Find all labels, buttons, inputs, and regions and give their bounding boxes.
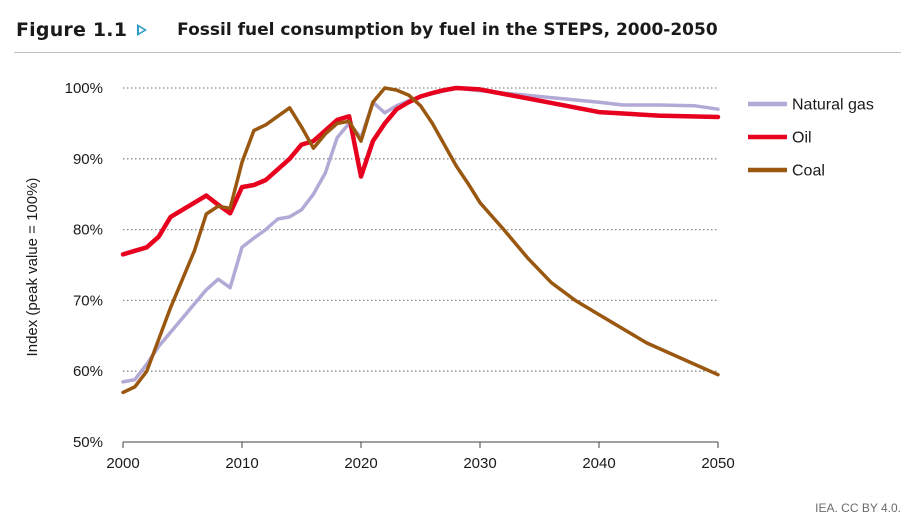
y-tick-label: 90% [73, 151, 103, 168]
legend-label: Oil [792, 130, 812, 147]
series-line-coal [121, 86, 720, 395]
play-arrow-icon [137, 24, 148, 36]
y-tick-label: 50% [73, 434, 103, 451]
series-line-natural-gas [121, 86, 720, 384]
y-axis-label: Index (peak value = 100%) [24, 178, 41, 357]
y-tick-label: 100% [65, 80, 103, 97]
legend-label: Coal [792, 163, 825, 180]
credit-note: IEA. CC BY 4.0. [815, 501, 901, 515]
y-tick-label: 80% [73, 222, 103, 239]
series-line-oil [120, 85, 721, 257]
figure-number: Figure 1.1 [16, 19, 128, 41]
y-axis-ticks: 50% 60% 70% 80% 90% 100% [65, 80, 103, 451]
figure-title: Fossil fuel consumption by fuel in the S… [177, 20, 718, 40]
x-tick-label: 2050 [701, 455, 734, 472]
x-tick-label: 2000 [106, 455, 139, 472]
grid-lines [123, 87, 718, 372]
x-tick-label: 2010 [225, 455, 258, 472]
figure-header: Figure 1.1 Fossil fuel consumption by fu… [16, 10, 718, 50]
x-tick-label: 2020 [344, 455, 377, 472]
header-divider [14, 52, 901, 53]
series-lines [120, 85, 721, 395]
y-tick-label: 70% [73, 292, 103, 309]
legend-label: Natural gas [792, 97, 874, 114]
x-axis: 2000 2010 2020 2030 2040 2050 [106, 441, 735, 472]
legend: Natural gas Oil Coal [748, 97, 874, 180]
y-tick-label: 60% [73, 363, 103, 380]
x-tick-label: 2040 [582, 455, 615, 472]
x-tick-label: 2030 [463, 455, 496, 472]
